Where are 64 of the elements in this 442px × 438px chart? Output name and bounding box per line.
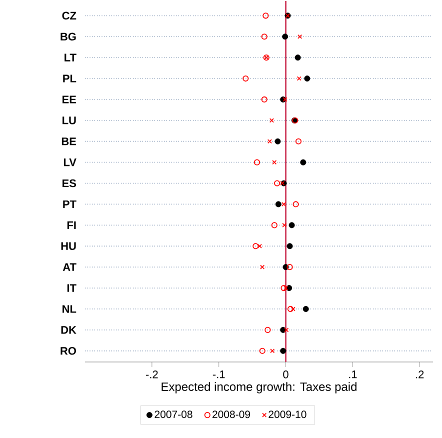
y-tick-label: EE [62, 96, 76, 104]
point [286, 285, 292, 292]
point [274, 138, 281, 144]
point [281, 202, 286, 207]
point [264, 326, 271, 333]
point [282, 222, 287, 228]
point [262, 12, 269, 19]
point [300, 159, 306, 166]
point [272, 160, 277, 165]
point [280, 284, 287, 292]
y-tick-label: PL [63, 74, 76, 82]
point [252, 243, 259, 250]
point [290, 306, 296, 312]
x-tick-label: .2 [416, 370, 424, 378]
point [298, 34, 302, 39]
y-tick-label: BE [62, 138, 76, 146]
point [286, 264, 293, 270]
point [254, 159, 260, 166]
y-tick-label: HU [61, 242, 76, 250]
point [287, 306, 294, 312]
y-tick-label: NL [62, 305, 76, 313]
legend-label: 2008-09 [212, 410, 250, 418]
point [296, 76, 302, 81]
y-tick-label: LT [64, 54, 76, 62]
point [292, 201, 299, 208]
point [283, 286, 288, 290]
point [271, 222, 278, 228]
point [286, 243, 293, 250]
y-tick-label: IT [67, 284, 76, 292]
point [304, 76, 310, 82]
point [284, 328, 289, 332]
y-tick-label: BG [60, 32, 76, 41]
x-tick-label: -.1 [212, 370, 225, 378]
point [259, 348, 266, 354]
y-tick-label: RO [60, 347, 76, 355]
x-tick-label: -.2 [146, 370, 158, 378]
point [267, 139, 272, 144]
point [275, 201, 282, 208]
point [295, 138, 302, 144]
point [261, 96, 268, 103]
point [282, 97, 288, 102]
x-tick-label: 0 [283, 370, 288, 378]
y-tick-label: PT [63, 200, 76, 208]
legend-label: 2007-08 [154, 410, 192, 418]
y-tick-label: CZ [62, 12, 76, 20]
y-tick-label: LV [64, 158, 76, 166]
point [269, 118, 274, 123]
point [242, 75, 249, 82]
point [282, 34, 288, 40]
point [302, 306, 309, 312]
point [294, 54, 301, 61]
point [270, 348, 275, 354]
y-tick-label: AT [62, 263, 76, 271]
y-tick-label: ES [62, 179, 76, 188]
x-axis-title: Expected income growth: Taxes paid [162, 382, 356, 394]
x-tick-label: .1 [349, 370, 357, 378]
y-tick-label: LU [62, 116, 76, 124]
point [288, 222, 295, 228]
y-tick-label: DK [61, 326, 76, 334]
y-tick-label: FI [67, 221, 76, 229]
point [260, 264, 265, 270]
point [280, 348, 286, 354]
legend-label: 2009-10 [268, 410, 306, 418]
point [261, 34, 268, 40]
